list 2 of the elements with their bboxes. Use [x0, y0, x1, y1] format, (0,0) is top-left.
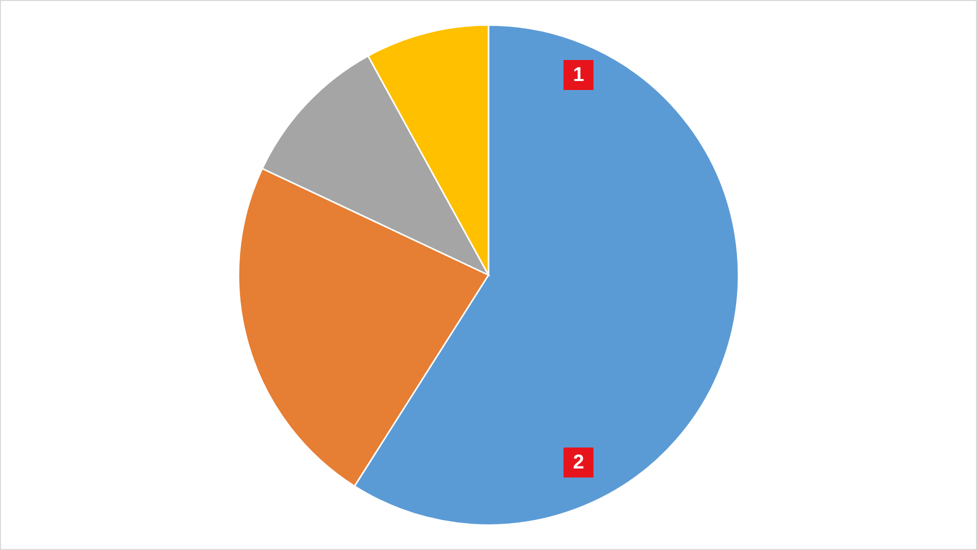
text: 1	[572, 64, 584, 86]
text: 2	[572, 452, 584, 474]
